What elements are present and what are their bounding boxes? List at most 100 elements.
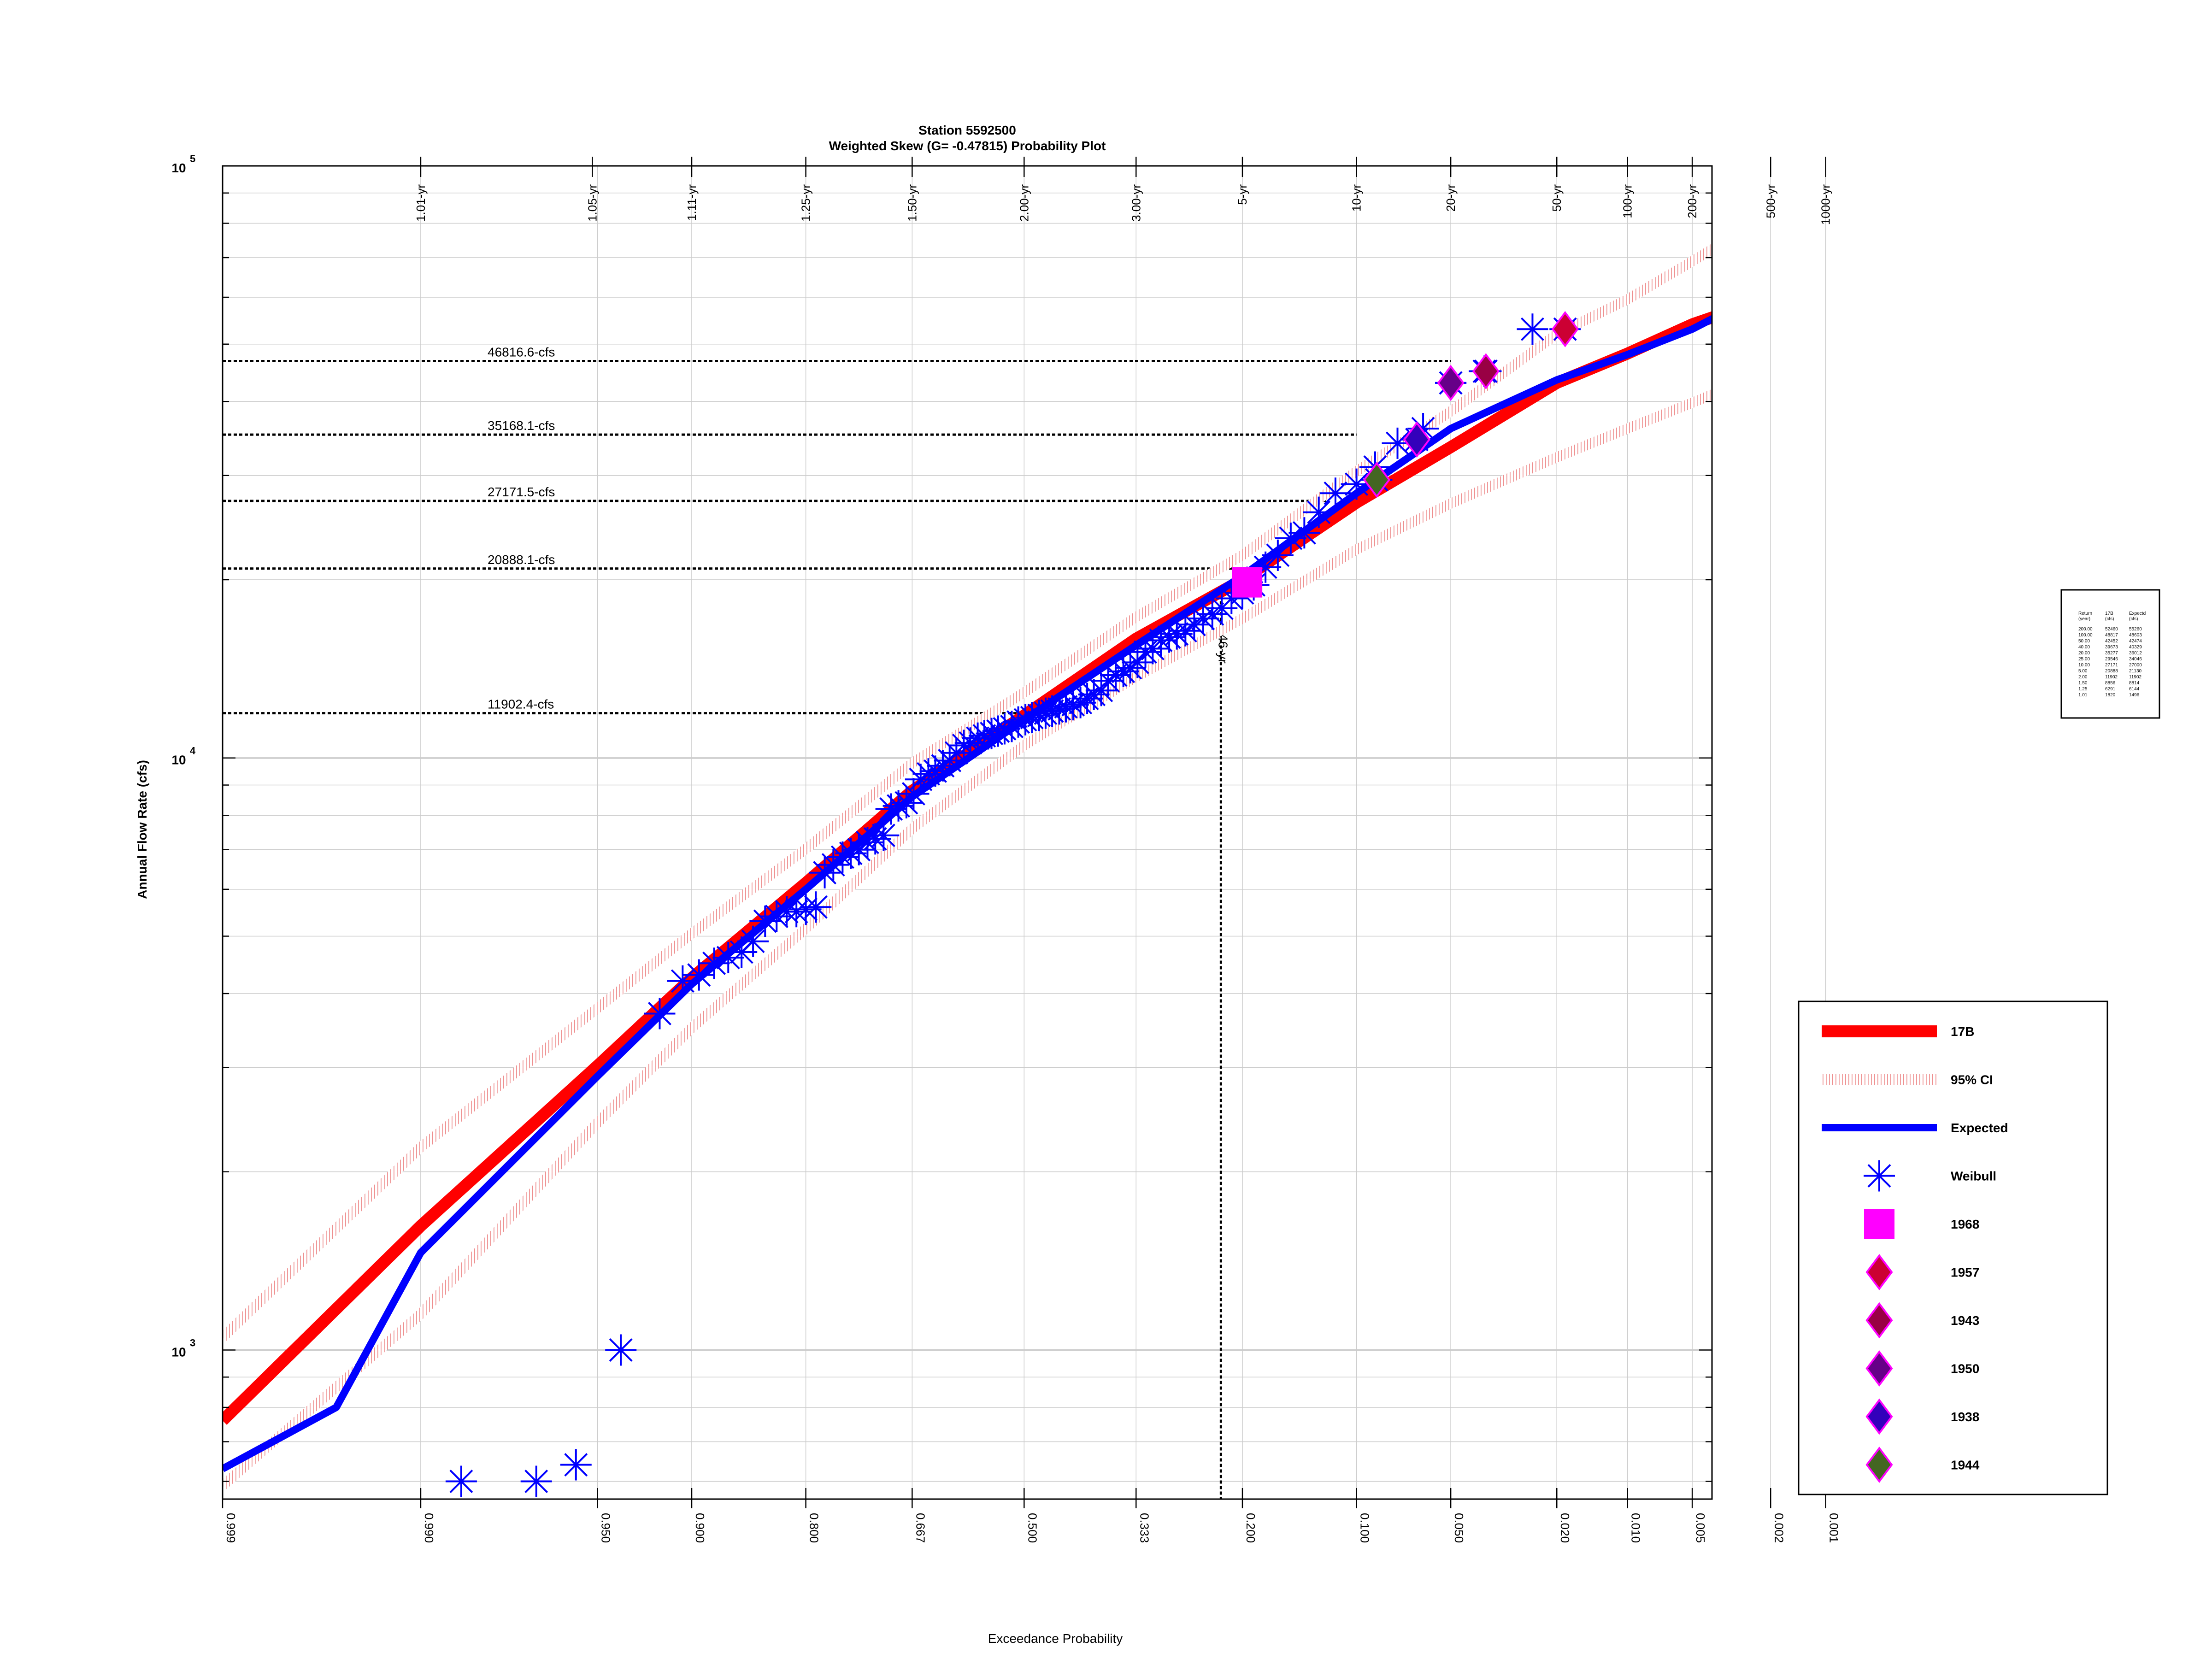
return-period-label: 1.05-yr [585, 184, 599, 222]
summary-table-cell: 27171 [2105, 663, 2118, 668]
asterisk-stroke [648, 1002, 671, 1025]
asterisk-stroke [784, 900, 808, 924]
summary-table-cell: 48603 [2129, 633, 2142, 638]
weibull-point [976, 718, 1007, 749]
x-tick-label: 0.333 [1137, 1513, 1151, 1543]
legend-label: 1944 [1951, 1458, 1980, 1472]
weibull-point [1170, 615, 1201, 647]
weibull-point [868, 819, 900, 851]
summary-table-header: 17B [2105, 611, 2113, 616]
asterisk-stroke [804, 895, 828, 919]
weibull-point [1303, 496, 1335, 528]
weibull-point [1262, 539, 1294, 571]
summary-table-cell: 34046 [2129, 657, 2142, 662]
legend-label: 1968 [1951, 1217, 1979, 1231]
x-tick-label: 0.800 [807, 1513, 821, 1543]
legend-swatch-diamond [1865, 1447, 1893, 1483]
legend: 17B 95% CI Expected Weibull 1968 1957 1943 1950… [1798, 1000, 2108, 1495]
summary-table-cell: 42452 [2105, 639, 2118, 644]
asterisk-stroke [863, 827, 887, 851]
reference-line-label: 27171.5-cfs [488, 485, 555, 499]
weibull-point [520, 1465, 552, 1497]
y-tick-base: 10 [171, 753, 186, 767]
reference-line-label: 46816.6-cfs [488, 345, 555, 359]
legend-swatch-band [1822, 1074, 1937, 1085]
legend-swatch-diamond [1865, 1254, 1893, 1290]
weibull-point [790, 894, 822, 925]
summary-table-header: Expectd [2129, 611, 2146, 616]
weibull-point [800, 891, 832, 923]
weibull-point [1043, 693, 1075, 725]
summary-table-subheader: (cfs) [2129, 617, 2138, 622]
return-period-label: 1.50-yr [905, 184, 919, 222]
x-axis-label: Exceedance Probability [988, 1631, 1123, 1646]
reference-line-label: 35168.1-cfs [488, 418, 555, 433]
return-period-label: 100-yr [1621, 184, 1635, 218]
return-period-label: 3.00-yr [1129, 184, 1143, 222]
weibull-point [859, 823, 891, 855]
summary-table-cell: 52460 [2105, 627, 2118, 632]
summary-table-cell: 1.25 [2078, 687, 2088, 692]
summary-table-cell: 39673 [2105, 645, 2118, 650]
weibull-point [605, 1334, 637, 1366]
asterisk-stroke [609, 1338, 633, 1362]
x-tick-label: 0.001 [1827, 1513, 1841, 1543]
weibull-point [1002, 706, 1034, 738]
weibull-point [968, 720, 1000, 752]
chart-title: Station 5592500 [918, 123, 1016, 137]
plot-frame [222, 165, 1713, 1500]
plot-series [223, 243, 1712, 1490]
asterisk-stroke [753, 909, 777, 933]
asterisk-stroke [1324, 481, 1347, 505]
chart-subtitle: Weighted Skew (G= -0.47815) Probability … [829, 139, 1106, 153]
summary-table-cell: 29546 [2105, 657, 2118, 662]
weibull-point [962, 722, 994, 754]
summary-table-box [2060, 589, 2160, 719]
x-tick-label: 0.010 [1629, 1513, 1643, 1543]
return-period-label: 1.01-yr [414, 184, 428, 222]
weibull-point [1517, 313, 1548, 345]
asterisk-stroke [741, 930, 765, 953]
year-marker-diamond [1363, 461, 1390, 498]
return-period-label: 1.11-yr [685, 184, 699, 221]
x-tick-label: 0.100 [1358, 1513, 1372, 1543]
return-period-label: 2.00-yr [1017, 184, 1031, 222]
plot-markers [445, 311, 1581, 1497]
return-period-label: 500-yr [1764, 184, 1777, 218]
asterisk-stroke [524, 1470, 548, 1493]
weibull-point [1010, 704, 1041, 735]
return-period-label: 1.25-yr [799, 184, 813, 222]
year-marker-square [1232, 567, 1263, 598]
summary-table-cell: 21130 [2129, 669, 2142, 674]
legend-label: 1950 [1951, 1362, 1979, 1376]
legend-label: Expected [1951, 1121, 2008, 1135]
year-marker-diamond [1403, 421, 1431, 458]
legend-label: Weibull [1951, 1169, 1996, 1183]
summary-table-cell: 8856 [2105, 681, 2116, 686]
summary-table-cell: 1.01 [2078, 693, 2088, 698]
return-period-label: 20-yr [1444, 184, 1458, 212]
weibull-point [1023, 700, 1055, 731]
summary-table-cell: 27000 [2129, 663, 2142, 668]
return-period-label: 50-yr [1550, 184, 1564, 212]
summary-table-cell: 25.00 [2078, 657, 2090, 662]
summary-table-cell: 35277 [2105, 651, 2118, 656]
ci-band-line [223, 243, 1712, 1341]
legend-label: 1943 [1951, 1313, 1979, 1328]
y-axis-label: Annual Flow Rate (cfs) [135, 760, 149, 899]
asterisk-stroke [702, 951, 726, 975]
asterisk-stroke [1266, 543, 1290, 567]
summary-table-cell: 1820 [2105, 693, 2116, 698]
summary-table-cell: 20888 [2105, 669, 2118, 674]
legend-label: 1938 [1951, 1410, 1979, 1424]
year-marker-diamond [1472, 353, 1500, 389]
y-tick-exponent: 4 [190, 745, 196, 757]
summary-table-cell: 40329 [2129, 645, 2142, 650]
legend-label: 95% CI [1951, 1073, 1993, 1087]
y-tick-label: 10 [171, 753, 186, 767]
asterisk-stroke [1279, 526, 1303, 550]
weibull-point [1275, 523, 1306, 554]
legend-swatch-square [1864, 1209, 1894, 1239]
ci-band-line [223, 389, 1712, 1490]
